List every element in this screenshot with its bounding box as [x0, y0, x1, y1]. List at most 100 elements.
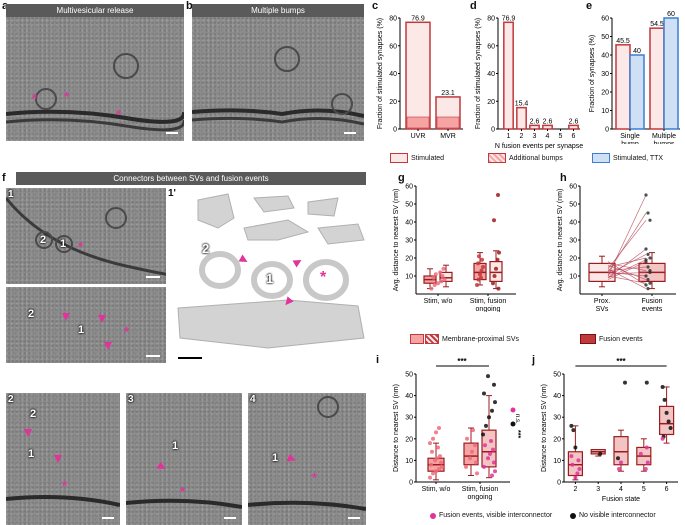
y-tick-label: 80 — [389, 16, 397, 23]
subpanel-f1p-label: 1' — [168, 188, 176, 199]
data-point — [644, 258, 648, 262]
legend-ttx: Stimulated, TTX — [592, 153, 663, 163]
legend-label: Additional bumps — [509, 154, 563, 162]
data-point — [491, 281, 495, 286]
data-point — [646, 287, 650, 291]
vesicle-label-2: 2 — [28, 308, 35, 320]
data-point — [481, 432, 485, 437]
y-tick-label: 50 — [553, 372, 561, 379]
data-point — [490, 473, 494, 478]
data-point — [488, 451, 492, 456]
bar-additional-bumps — [436, 116, 460, 129]
data-point — [481, 265, 485, 269]
y-tick-label: 80 — [487, 16, 495, 23]
data-point — [646, 278, 650, 282]
legend-dot — [570, 512, 576, 519]
pair-line — [607, 254, 647, 275]
data-point — [475, 283, 479, 287]
data-point — [495, 257, 500, 262]
data-point — [496, 286, 501, 291]
data-point — [569, 423, 574, 428]
data-label: 2.6 — [530, 118, 540, 125]
y-tick-label: 0 — [605, 127, 609, 134]
legend-label: No visible interconnector — [579, 512, 656, 519]
y-tick-label: 20 — [405, 436, 413, 443]
data-point — [664, 410, 669, 415]
panel-f4-micrograph: 4 1 * — [248, 393, 366, 525]
data-point — [623, 380, 627, 385]
data-point — [482, 391, 486, 396]
panel-f3-micrograph: 3 1 * — [126, 393, 242, 525]
box — [481, 429, 497, 468]
connector-arrow — [24, 429, 32, 437]
x-tick-label: ongoing — [468, 494, 493, 501]
data-point — [474, 460, 478, 465]
chart-h: 10 20 30 40 50 60 Avg. distance to nearest SV … — [557, 184, 676, 312]
y-tick-label: 30 — [553, 415, 561, 422]
y-tick-label: 20 — [389, 99, 397, 106]
y-tick-label: 20 — [569, 256, 577, 263]
y-tick-label: 20 — [601, 90, 609, 97]
panel-j-label: j — [532, 354, 536, 366]
data-point — [493, 400, 497, 405]
data-point — [441, 266, 446, 271]
y-tick-label: 30 — [405, 238, 413, 245]
y-tick-label: 50 — [405, 202, 413, 209]
chart-i: 0 10 20 30 40 50 Distance to nearest SV (nm) **… — [393, 357, 521, 501]
data-point — [492, 274, 497, 278]
data-point — [644, 274, 648, 278]
panel-a-label: a — [2, 0, 8, 12]
x-tick-label: 4 — [619, 486, 623, 493]
vesicle-label-1: 1 — [172, 440, 179, 452]
data-point — [429, 462, 433, 467]
data-label: 23.1 — [441, 90, 455, 97]
fusion-star: * — [62, 478, 68, 493]
vesicle-label-1: 1 — [266, 271, 274, 286]
fusion-star: * — [64, 89, 70, 104]
panel-f-banner: Connectors between SVs and fusion events — [16, 172, 366, 185]
scale-bar — [166, 132, 178, 134]
panel-f-label: f — [2, 172, 6, 184]
pair-line — [607, 259, 647, 279]
data-point — [648, 270, 652, 274]
panel-b-membrane — [192, 46, 364, 126]
data-point — [492, 382, 496, 387]
y-tick-label: 30 — [569, 238, 577, 245]
pair-line — [607, 219, 647, 270]
data-point — [660, 384, 665, 389]
panel-h-label: h — [560, 172, 567, 184]
data-point — [428, 475, 432, 480]
legend-no-interconnector: No visible interconnector — [570, 512, 656, 519]
data-point — [434, 469, 438, 474]
y-tick-label: 20 — [487, 99, 495, 106]
bar — [663, 17, 679, 130]
data-point — [648, 256, 652, 260]
data-point — [668, 426, 673, 430]
fusion-star: * — [124, 324, 130, 339]
data-point — [431, 275, 436, 280]
x-tick-label: 5 — [559, 133, 563, 140]
data-point — [437, 426, 441, 430]
y-tick-label: 0 — [393, 127, 397, 134]
fusion-star: * — [180, 484, 186, 499]
data-point — [470, 449, 474, 454]
scale-bar — [102, 517, 114, 519]
data-point — [440, 274, 445, 278]
legend-label: Membrane-proximal SVs — [442, 335, 520, 343]
y-tick-label: 40 — [553, 393, 561, 400]
x-tick-label: 3 — [596, 486, 600, 493]
legend-label: Stimulated — [411, 154, 445, 162]
data-label: 45.5 — [616, 38, 630, 45]
data-point — [480, 257, 484, 262]
y-axis-label: Fraction of stimulated synapses (%) — [475, 18, 482, 129]
legend-swatch — [390, 153, 408, 163]
y-tick-label: 20 — [405, 256, 413, 263]
y-axis-label: Fraction of stimulated synapses (%) — [377, 18, 384, 129]
data-point — [490, 408, 494, 413]
x-tick-label: Single — [620, 133, 640, 140]
vesicle-label-1: 1 — [28, 448, 35, 460]
data-point — [569, 454, 574, 459]
data-point — [431, 436, 435, 441]
x-tick-label: events — [642, 306, 663, 312]
scale-bar — [348, 517, 360, 519]
